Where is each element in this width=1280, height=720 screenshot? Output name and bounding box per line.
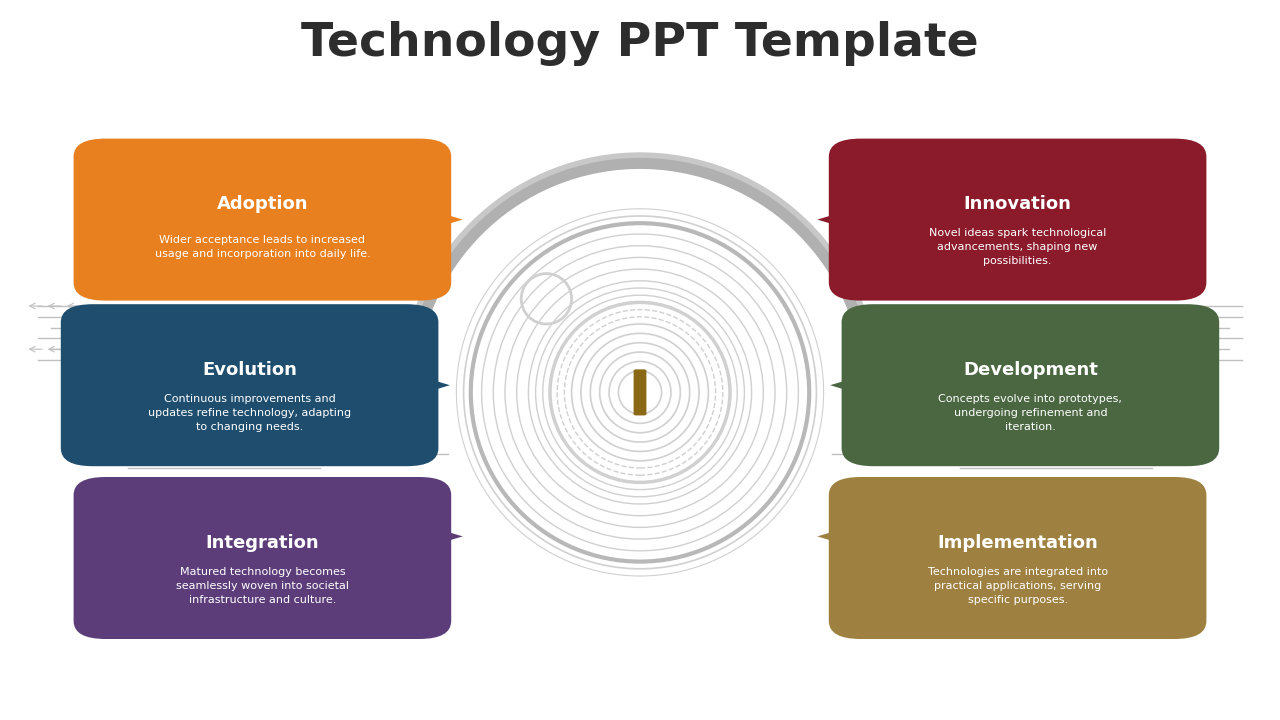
FancyBboxPatch shape	[73, 477, 452, 639]
Text: Novel ideas spark technological
advancements, shaping new
possibilities.: Novel ideas spark technological advancem…	[929, 228, 1106, 266]
Polygon shape	[420, 207, 463, 233]
Text: Wider acceptance leads to increased
usage and incorporation into daily life.: Wider acceptance leads to increased usag…	[155, 235, 370, 259]
Polygon shape	[818, 523, 861, 549]
Text: Adoption: Adoption	[216, 196, 308, 214]
FancyBboxPatch shape	[829, 139, 1207, 301]
FancyBboxPatch shape	[61, 304, 438, 467]
FancyBboxPatch shape	[829, 477, 1207, 639]
FancyBboxPatch shape	[634, 369, 646, 415]
Text: Concepts evolve into prototypes,
undergoing refinement and
iteration.: Concepts evolve into prototypes, undergo…	[938, 394, 1123, 432]
Text: Innovation: Innovation	[964, 196, 1071, 214]
Text: Development: Development	[963, 361, 1098, 379]
Text: Continuous improvements and
updates refine technology, adapting
to changing need: Continuous improvements and updates refi…	[148, 394, 351, 432]
Polygon shape	[407, 372, 451, 398]
FancyBboxPatch shape	[73, 139, 452, 301]
Text: Evolution: Evolution	[202, 361, 297, 379]
Text: Integration: Integration	[206, 534, 319, 552]
Text: Implementation: Implementation	[937, 534, 1098, 552]
Text: Technologies are integrated into
practical applications, serving
specific purpos: Technologies are integrated into practic…	[928, 567, 1107, 605]
Polygon shape	[420, 523, 463, 549]
Polygon shape	[831, 372, 874, 398]
Polygon shape	[818, 207, 861, 233]
FancyBboxPatch shape	[842, 304, 1220, 467]
Text: Technology PPT Template: Technology PPT Template	[301, 21, 979, 66]
Text: Matured technology becomes
seamlessly woven into societal
infrastructure and cul: Matured technology becomes seamlessly wo…	[175, 567, 349, 605]
